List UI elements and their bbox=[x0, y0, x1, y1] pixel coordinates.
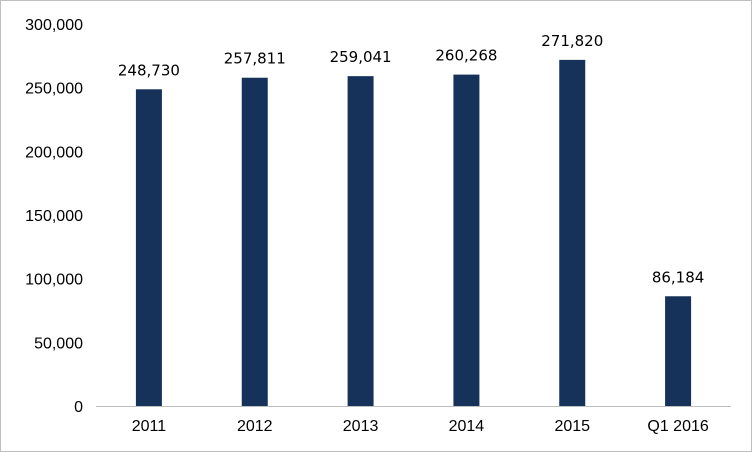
bar-data-label: 259,041 bbox=[330, 48, 392, 66]
x-axis: 2011 2012 2013 2014 2015 Q1 2016 bbox=[132, 418, 709, 435]
x-tick-label: 2013 bbox=[343, 418, 379, 435]
data-labels: 248,730 257,811 259,041 260,268 271,820 86,18… bbox=[118, 32, 704, 286]
y-tick-label: 200,000 bbox=[25, 144, 83, 161]
bar bbox=[241, 77, 268, 407]
y-tick-label: 50,000 bbox=[34, 335, 83, 352]
bar bbox=[135, 89, 162, 406]
bar bbox=[665, 296, 692, 406]
bar-data-label: 260,268 bbox=[435, 47, 497, 65]
x-tick-label: 2012 bbox=[237, 418, 273, 435]
x-tick-label: 2014 bbox=[449, 418, 485, 435]
x-tick-label: 2015 bbox=[554, 418, 590, 435]
bar-data-label: 257,811 bbox=[224, 50, 286, 68]
bar-series bbox=[135, 59, 692, 407]
bar-data-label: 271,820 bbox=[541, 32, 603, 50]
x-tick-label: Q1 2016 bbox=[647, 418, 708, 435]
x-tick-label: 2011 bbox=[132, 418, 167, 435]
y-tick-label: 250,000 bbox=[25, 81, 83, 98]
y-axis: 0 50,000 100,000 150,000 200,000 250,000 300,0… bbox=[25, 17, 83, 416]
y-tick-label: 150,000 bbox=[25, 208, 83, 225]
bar-data-label: 86,184 bbox=[652, 268, 705, 286]
bar-data-label: 248,730 bbox=[118, 61, 180, 79]
bar bbox=[559, 59, 586, 406]
bar bbox=[347, 76, 374, 407]
bar bbox=[453, 74, 480, 407]
y-tick-label: 100,000 bbox=[25, 272, 83, 289]
y-tick-label: 0 bbox=[74, 399, 83, 416]
y-tick-label: 300,000 bbox=[25, 17, 83, 34]
